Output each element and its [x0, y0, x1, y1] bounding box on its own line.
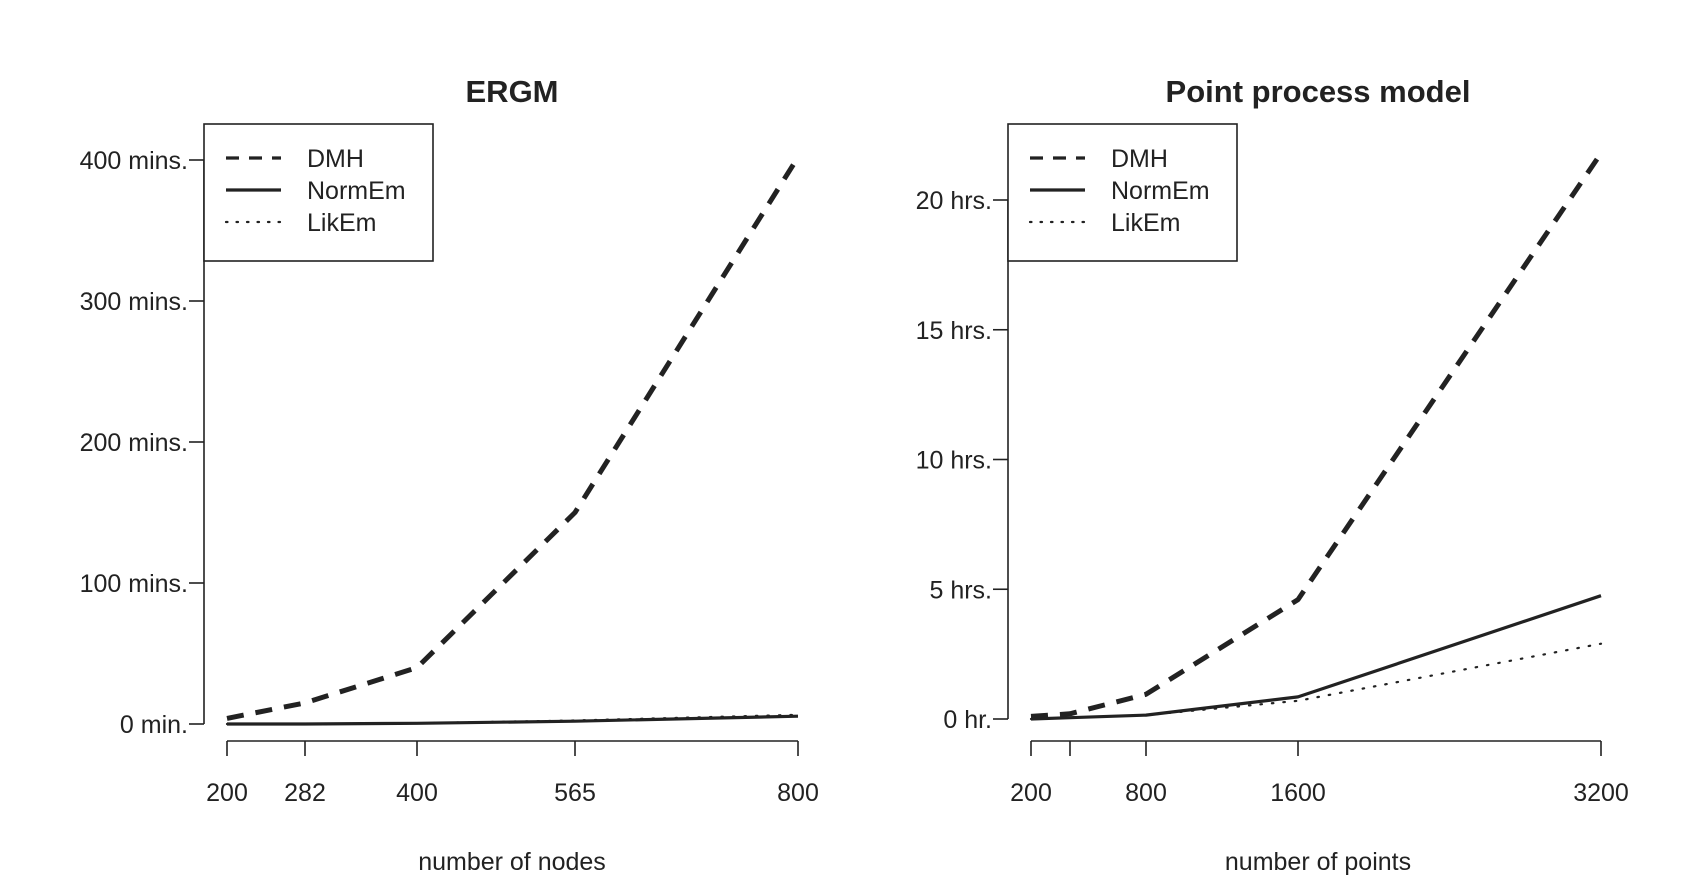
point-process-y-tick-label: 0 hr.	[943, 706, 992, 734]
point-process-x-tick-label: 800	[1125, 779, 1167, 807]
ergm-series	[225, 155, 801, 726]
ergm-legend-label-normem: NormEm	[307, 177, 406, 205]
point-process-x-tick-label: 3200	[1573, 779, 1629, 807]
point-process-y-tick-label: 10 hrs.	[916, 447, 992, 475]
ergm-legend-label-dmh: DMH	[307, 145, 364, 173]
point-process-legend-box	[1007, 123, 1238, 262]
ergm-y-tick-label: 400 mins.	[80, 147, 188, 175]
point-process-x-tick-label: 1600	[1270, 779, 1326, 807]
point-process-y-ticks: 0 hr. 5 hrs. 10 hrs. 15 hrs. 20 hrs.	[916, 187, 1008, 734]
ergm-x-tick-label: 282	[284, 779, 326, 807]
ergm-x-tick-label: 565	[554, 779, 596, 807]
ergm-y-tick-label: 300 mins.	[80, 288, 188, 316]
ergm-x-tick-label: 800	[777, 779, 819, 807]
point-process-legend: DMH NormEm LikEm	[1007, 123, 1238, 262]
point-process-title: Point process model	[1166, 74, 1471, 109]
point-process-x-axis-label: number of points	[1225, 848, 1411, 876]
ergm-legend: DMH NormEm LikEm	[203, 123, 434, 262]
ergm-series-normem	[227, 714, 799, 726]
point-process-y-tick-label: 5 hrs.	[929, 576, 992, 604]
ergm-panel: ERGM 0 min. 100 mins. 200 mins. 300 mins. 40…	[80, 74, 819, 876]
point-process-series-normem	[1030, 594, 1602, 721]
point-process-y-tick-label: 15 hrs.	[916, 317, 992, 345]
ergm-x-axis-label: number of nodes	[418, 848, 606, 876]
ergm-y-tick-label: 200 mins.	[80, 429, 188, 457]
ergm-x-tick-label: 400	[396, 779, 438, 807]
ergm-legend-label-likem: LikEm	[307, 209, 376, 237]
ergm-legend-box	[203, 123, 434, 262]
ergm-x-tick-label: 200	[206, 779, 248, 807]
ergm-y-tick-label: 0 min.	[120, 711, 188, 739]
point-process-x-tick-label: 200	[1010, 779, 1052, 807]
point-process-legend-label-normem: NormEm	[1111, 177, 1210, 205]
ergm-y-tick-label: 100 mins.	[80, 570, 188, 598]
point-process-legend-label-dmh: DMH	[1111, 145, 1168, 173]
point-process-series	[1029, 151, 1604, 721]
ergm-title: ERGM	[466, 74, 559, 109]
ergm-x-ticks: 200 282 400 565 800	[206, 741, 819, 807]
point-process-series-dmh	[1030, 151, 1604, 719]
point-process-panel: Point process model 0 hr. 5 hrs. 10 hrs. 15…	[916, 74, 1629, 876]
point-process-x-ticks: 200 800 1600 3200	[1010, 741, 1629, 807]
point-process-y-tick-label: 20 hrs.	[916, 187, 992, 215]
ergm-y-ticks: 0 min. 100 mins. 200 mins. 300 mins. 400 min…	[80, 147, 204, 739]
ergm-series-dmh	[226, 155, 801, 721]
point-process-legend-label-likem: LikEm	[1111, 209, 1180, 237]
